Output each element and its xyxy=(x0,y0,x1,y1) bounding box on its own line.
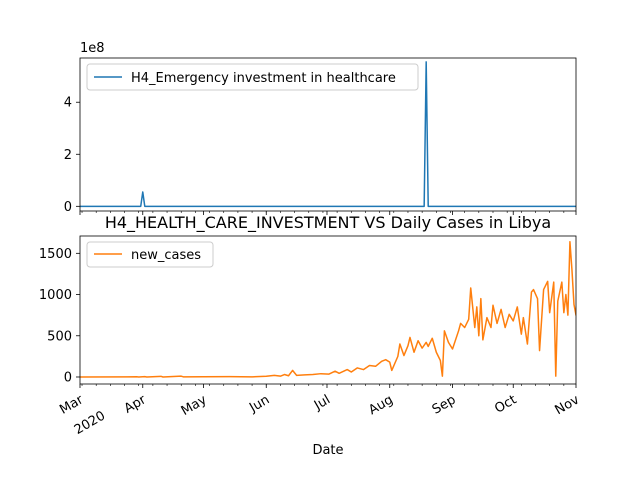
top-series-line-0 xyxy=(80,61,576,208)
top-axes: 0 2 4 1e8 H4_Emergency investment in healt… xyxy=(64,41,577,215)
bottom-ytick-label-1: 500 xyxy=(47,329,72,344)
bottom-legend-label: new_cases xyxy=(131,248,201,263)
bottom-yticks: 0 500 1000 1500 xyxy=(39,247,80,385)
top-ytick-label-2: 4 xyxy=(64,96,72,111)
top-yticks: 0 2 4 xyxy=(64,96,80,215)
top-legend-label: H4_Emergency investment in healthcare xyxy=(131,71,396,86)
bottom-legend-box xyxy=(86,241,214,268)
bottom-xtick-label-4: Jul xyxy=(311,392,333,413)
top-ytick-label-1: 2 xyxy=(64,148,72,163)
top-series-layer xyxy=(80,61,576,208)
bottom-series-line-0 xyxy=(80,241,576,378)
bottom-legend: new_cases xyxy=(86,241,214,268)
bottom-ytick-label-3: 1500 xyxy=(39,247,72,262)
top-legend-box xyxy=(86,63,419,91)
top-axes-frame xyxy=(79,57,577,212)
top-legend: H4_Emergency investment in healthcare xyxy=(86,63,419,91)
bottom-series-layer xyxy=(80,241,576,378)
top-xticks xyxy=(79,211,577,215)
top-offset-text: 1e8 xyxy=(80,41,105,56)
bottom-ytick-label-2: 1000 xyxy=(39,288,72,303)
bottom-axes-frame xyxy=(79,235,577,385)
bottom-x-axis-label: Date xyxy=(312,443,343,458)
bottom-ytick-label-0: 0 xyxy=(64,370,72,385)
top-ytick-label-0: 0 xyxy=(64,200,72,215)
bottom-chart-title: H4_HEALTH_CARE_INVESTMENT VS Daily Cases… xyxy=(105,213,551,233)
